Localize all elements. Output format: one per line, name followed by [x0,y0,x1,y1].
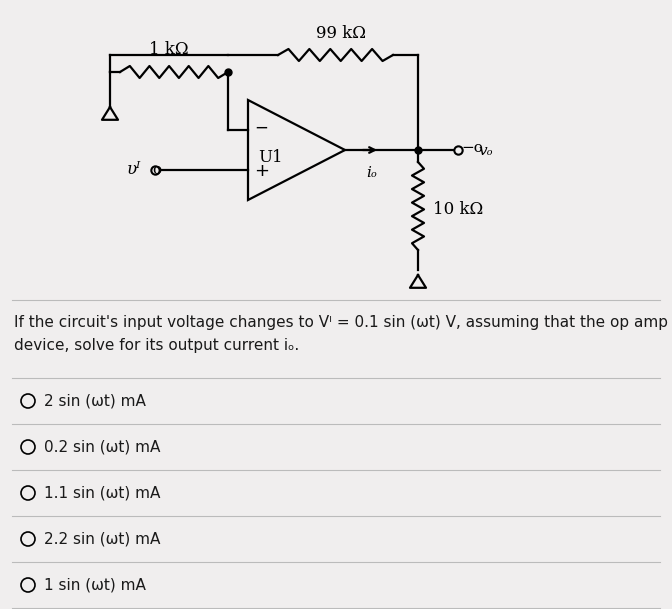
Text: 99 kΩ: 99 kΩ [315,24,366,41]
Text: device, solve for its output current iₒ.: device, solve for its output current iₒ. [14,338,299,353]
Text: 2 sin (ωt) mA: 2 sin (ωt) mA [44,393,146,409]
Text: 0.2 sin (ωt) mA: 0.2 sin (ωt) mA [44,440,161,454]
Text: υᴵ: υᴵ [127,161,141,178]
Text: +: + [254,162,269,180]
Text: U1: U1 [257,149,282,166]
Text: o: o [152,163,161,177]
Text: 1 sin (ωt) mA: 1 sin (ωt) mA [44,577,146,593]
Text: 1.1 sin (ωt) mA: 1.1 sin (ωt) mA [44,485,161,501]
Text: −: − [254,119,268,137]
Text: iₒ: iₒ [367,166,378,180]
Text: −o: −o [461,141,483,155]
Text: 2.2 sin (ωt) mA: 2.2 sin (ωt) mA [44,532,161,546]
Text: If the circuit's input voltage changes to Vᴵ = 0.1 sin (ωt) V, assuming that the: If the circuit's input voltage changes t… [14,315,672,330]
Text: vₒ: vₒ [478,144,493,158]
Text: 1 kΩ: 1 kΩ [149,41,189,58]
Text: 10 kΩ: 10 kΩ [433,202,483,219]
